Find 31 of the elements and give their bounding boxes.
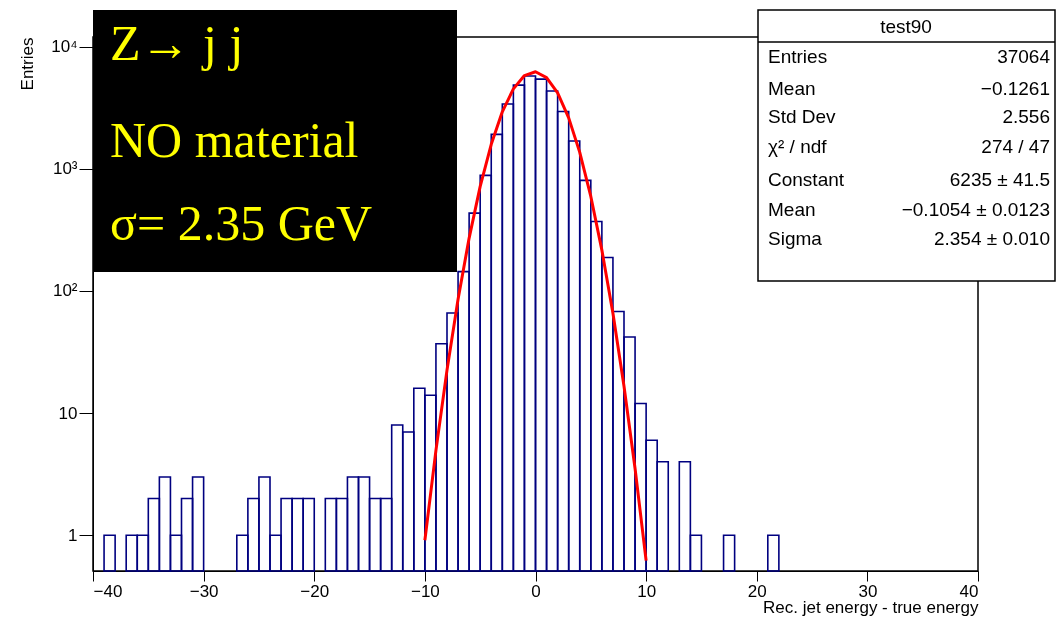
annotation: Std Dev <box>768 106 837 127</box>
annotation: −0.1054 ± 0.0123 <box>901 199 1050 220</box>
y-tick-label: 10² <box>52 281 78 301</box>
line-series <box>423 70 648 563</box>
x-tick-label: −40 <box>93 581 123 601</box>
annotation: Z→ j j <box>110 15 244 71</box>
y-tick-label: 10⁴ <box>51 37 78 57</box>
x-tick-label: 10 <box>637 581 657 601</box>
y-tick-label: 10 <box>58 403 78 423</box>
annotation: Constant <box>768 169 845 190</box>
text: −0.1261 <box>980 78 1050 99</box>
text: 274 / 47 <box>981 136 1050 157</box>
y-tick-label: 10³ <box>52 159 78 179</box>
x-tick-label: −10 <box>410 581 440 601</box>
annotation: 2.354 ± 0.010 <box>933 228 1050 249</box>
annotation: Mean <box>768 199 816 220</box>
annotation: NO material <box>110 112 359 168</box>
x-tick-label: −30 <box>189 581 219 601</box>
y-tick-label: 1 <box>68 525 78 545</box>
annotation: σ= 2.35 GeV <box>110 195 373 251</box>
text: 2.556 <box>1002 106 1050 127</box>
text: 37064 <box>997 46 1051 67</box>
text: test90 <box>880 16 932 37</box>
annotation: Sigma <box>768 228 823 249</box>
annotation: Entries <box>768 46 828 67</box>
annotation: χ² / ndf <box>768 136 828 157</box>
annotation: 6235 ± 41.5 <box>949 169 1050 190</box>
y-axis-title: Entries <box>18 37 38 91</box>
x-tick-label: −20 <box>300 581 330 601</box>
x-tick-label: 0 <box>531 581 541 601</box>
annotation: Mean <box>768 78 816 99</box>
